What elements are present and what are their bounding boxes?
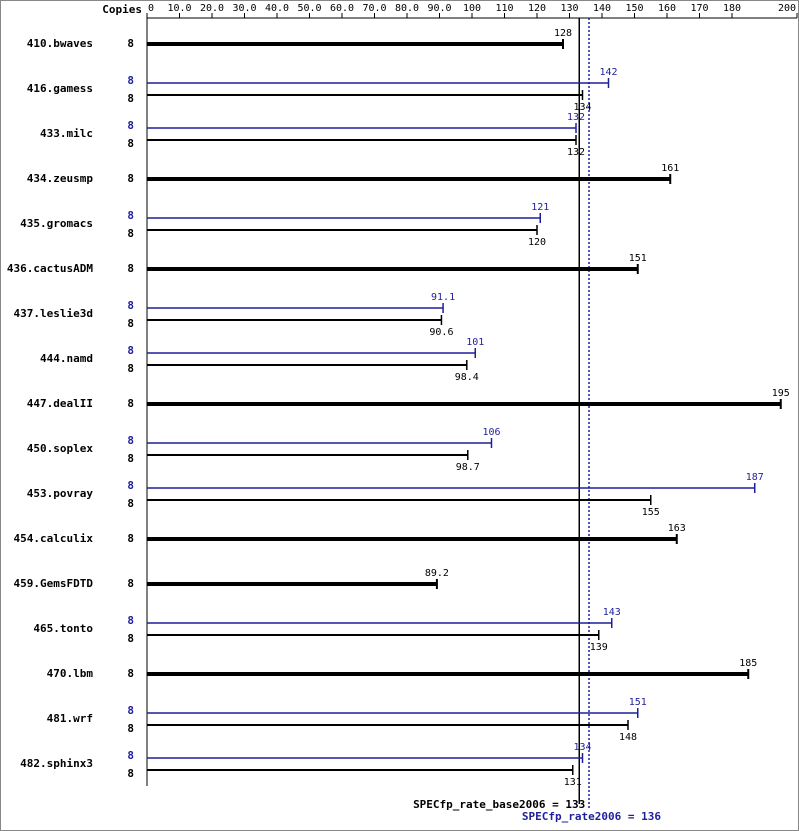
x-tick-label: 10.0 bbox=[167, 3, 191, 14]
reference-label: SPECfp_rate2006 = 136 bbox=[522, 810, 661, 823]
benchmark-name: 435.gromacs bbox=[20, 217, 93, 230]
x-tick-label: 0 bbox=[148, 3, 154, 14]
benchmark-name: 434.zeusmp bbox=[27, 172, 94, 185]
copies: 8 bbox=[127, 452, 134, 465]
copies: 8 bbox=[127, 434, 134, 447]
copies: 8 bbox=[127, 227, 134, 240]
copies: 8 bbox=[127, 704, 134, 717]
value-label: 139 bbox=[590, 642, 608, 653]
copies: 8 bbox=[127, 749, 134, 762]
copies: 8 bbox=[127, 479, 134, 492]
value-label: 163 bbox=[668, 523, 686, 534]
value-label: 128 bbox=[554, 28, 572, 39]
x-tick-label: 100 bbox=[463, 3, 481, 14]
benchmark-name: 454.calculix bbox=[14, 532, 94, 545]
value-label: 98.4 bbox=[455, 372, 479, 383]
value-label: 106 bbox=[482, 427, 500, 438]
copies: 8 bbox=[127, 74, 134, 87]
value-label: 90.6 bbox=[429, 327, 453, 338]
benchmark-name: 447.dealII bbox=[27, 397, 93, 410]
copies: 8 bbox=[127, 209, 134, 222]
copies-header: Copies bbox=[102, 3, 142, 16]
value-label: 185 bbox=[739, 658, 757, 669]
benchmark-name: 437.leslie3d bbox=[14, 307, 93, 320]
value-label: 131 bbox=[564, 777, 582, 788]
x-tick-label: 130 bbox=[560, 3, 578, 14]
value-label: 120 bbox=[528, 237, 546, 248]
benchmark-name: 453.povray bbox=[27, 487, 94, 500]
copies: 8 bbox=[127, 92, 134, 105]
value-label: 143 bbox=[603, 607, 621, 618]
benchmark-name: 436.cactusADM bbox=[7, 262, 93, 275]
copies: 8 bbox=[127, 397, 134, 410]
benchmark-name: 450.soplex bbox=[27, 442, 94, 455]
x-tick-label: 140 bbox=[593, 3, 611, 14]
copies: 8 bbox=[127, 299, 134, 312]
x-tick-label: 150 bbox=[625, 3, 643, 14]
copies: 8 bbox=[127, 632, 134, 645]
copies: 8 bbox=[127, 532, 134, 545]
x-tick-label: 170 bbox=[690, 3, 708, 14]
x-tick-label: 50.0 bbox=[297, 3, 321, 14]
benchmark-name: 470.lbm bbox=[47, 667, 94, 680]
value-label: 134 bbox=[573, 742, 591, 753]
x-tick-label: 60.0 bbox=[330, 3, 354, 14]
copies: 8 bbox=[127, 344, 134, 357]
reference-label: SPECfp_rate_base2006 = 133 bbox=[413, 798, 585, 811]
benchmark-name: 416.gamess bbox=[27, 82, 93, 95]
x-tick-label: 40.0 bbox=[265, 3, 289, 14]
x-tick-label: 30.0 bbox=[232, 3, 256, 14]
copies: 8 bbox=[127, 577, 134, 590]
copies: 8 bbox=[127, 667, 134, 680]
copies: 8 bbox=[127, 722, 134, 735]
copies: 8 bbox=[127, 362, 134, 375]
value-label: 195 bbox=[772, 388, 790, 399]
value-label: 132 bbox=[567, 147, 585, 158]
benchmark-name: 481.wrf bbox=[47, 712, 93, 725]
value-label: 142 bbox=[599, 67, 617, 78]
value-label: 89.2 bbox=[425, 568, 449, 579]
benchmark-name: 433.milc bbox=[40, 127, 93, 140]
x-tick-label: 70.0 bbox=[362, 3, 386, 14]
copies: 8 bbox=[127, 262, 134, 275]
value-label: 148 bbox=[619, 732, 637, 743]
copies: 8 bbox=[127, 137, 134, 150]
x-tick-label: 180 bbox=[723, 3, 741, 14]
copies: 8 bbox=[127, 497, 134, 510]
value-label: 91.1 bbox=[431, 292, 455, 303]
benchmark-name: 459.GemsFDTD bbox=[14, 577, 94, 590]
value-label: 187 bbox=[746, 472, 764, 483]
copies: 8 bbox=[127, 119, 134, 132]
x-tick-label: 110 bbox=[495, 3, 513, 14]
x-tick-label: 90.0 bbox=[427, 3, 451, 14]
benchmark-name: 444.namd bbox=[40, 352, 93, 365]
value-label: 161 bbox=[661, 163, 679, 174]
value-label: 151 bbox=[629, 253, 647, 264]
value-label: 101 bbox=[466, 337, 484, 348]
benchmark-name: 465.tonto bbox=[33, 622, 93, 635]
x-tick-label: 200 bbox=[778, 3, 796, 14]
copies: 8 bbox=[127, 172, 134, 185]
x-tick-label: 120 bbox=[528, 3, 546, 14]
copies: 8 bbox=[127, 37, 134, 50]
copies: 8 bbox=[127, 317, 134, 330]
value-label: 134 bbox=[573, 102, 591, 113]
x-tick-label: 20.0 bbox=[200, 3, 224, 14]
x-tick-label: 80.0 bbox=[395, 3, 419, 14]
value-label: 155 bbox=[642, 507, 660, 518]
value-label: 98.7 bbox=[456, 462, 480, 473]
value-label: 151 bbox=[629, 697, 647, 708]
benchmark-name: 410.bwaves bbox=[27, 37, 93, 50]
benchmark-name: 482.sphinx3 bbox=[20, 757, 93, 770]
value-label: 132 bbox=[567, 112, 585, 123]
copies: 8 bbox=[127, 614, 134, 627]
value-label: 121 bbox=[531, 202, 549, 213]
copies: 8 bbox=[127, 767, 134, 780]
x-tick-label: 160 bbox=[658, 3, 676, 14]
